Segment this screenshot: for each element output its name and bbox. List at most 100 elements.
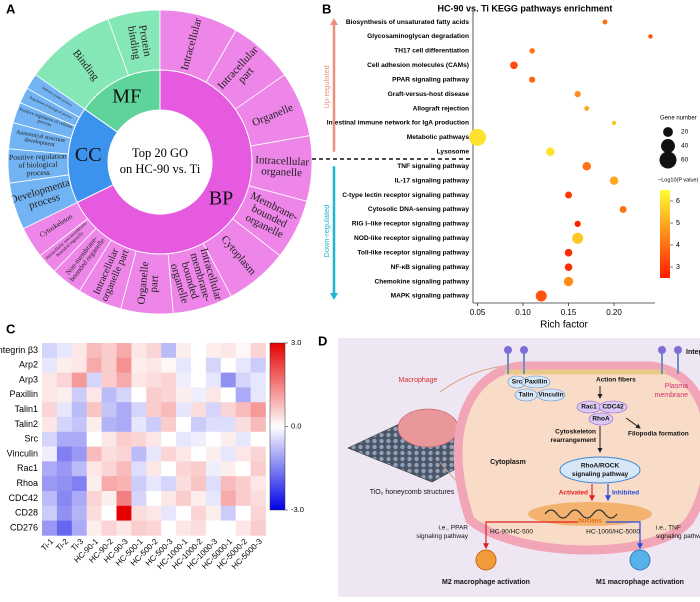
dot xyxy=(563,276,574,287)
size-legend-dot xyxy=(661,139,675,153)
heatmap-cell xyxy=(42,372,58,388)
heatmap-cell xyxy=(161,402,177,418)
colorbar xyxy=(660,190,670,278)
diagram-label: TiO₂ honeycomb structures xyxy=(370,489,455,496)
heatmap-cell xyxy=(161,343,177,359)
heatmap-cell xyxy=(146,357,162,373)
heatmap-cell xyxy=(42,402,58,418)
dot xyxy=(574,90,581,98)
dot xyxy=(564,248,573,257)
x-tick-label: 0.05 xyxy=(470,308,486,317)
row-label: Talin2 xyxy=(14,419,38,429)
diagram-label: Action fibers xyxy=(596,377,636,384)
dot xyxy=(564,263,573,271)
heatmap-cell xyxy=(56,417,73,433)
colorbar-label: 3.0 xyxy=(291,338,301,347)
cell-membrane xyxy=(453,361,700,555)
heatmap-cell xyxy=(116,357,132,373)
diagram-label: Src xyxy=(512,379,523,386)
diagram-label: M1 macrophage activation xyxy=(596,579,684,586)
y-tick-label: PPAR signaling pathway xyxy=(392,76,469,83)
dot xyxy=(619,205,627,213)
arrow xyxy=(625,417,641,429)
y-tick-label: RIG I–like receptor signaling pathway xyxy=(352,221,470,228)
center-text: Top 20 GO xyxy=(132,146,188,160)
heatmap-cell xyxy=(176,372,192,388)
heatmap-cell xyxy=(116,343,132,359)
heatmap-cell xyxy=(205,343,222,359)
dot xyxy=(582,161,592,171)
dot xyxy=(469,128,487,146)
heatmap-cell xyxy=(116,402,132,418)
panel-label: C xyxy=(6,321,16,336)
size-legend-dot xyxy=(659,151,677,169)
dot xyxy=(584,106,590,111)
heatmap-cell xyxy=(42,461,58,477)
segment-label-box: Intracellular organelle xyxy=(255,154,309,179)
column-label: Ti-2 xyxy=(54,537,70,553)
heatmap-cell xyxy=(71,372,87,388)
column-label: Ti-1 xyxy=(39,537,55,553)
heatmap-cell xyxy=(71,431,87,447)
heatmap-cell xyxy=(161,520,177,536)
colorbar xyxy=(269,342,286,511)
heatmap-cell xyxy=(235,520,251,536)
diagram-label: signaling pathway xyxy=(572,471,629,478)
regulation-label: Down-regulated xyxy=(322,205,331,258)
heatmap-cell xyxy=(161,446,177,462)
row-label: Talin1 xyxy=(14,404,38,414)
colorbar-label: 6 xyxy=(676,198,680,205)
x-tick-label: 0.15 xyxy=(561,308,577,317)
heatmap-cell xyxy=(176,476,192,492)
heatmap-cell xyxy=(101,491,117,507)
heatmap-cell xyxy=(176,357,192,373)
row-label: CD276 xyxy=(10,522,38,532)
y-tick-label: NF-κB signaling pathway xyxy=(391,264,470,271)
heatmap-cell xyxy=(42,417,58,433)
heatmap-cell xyxy=(220,372,236,388)
heatmap-cell xyxy=(176,461,192,477)
heatmap-cell xyxy=(56,343,73,359)
heatmap-cell xyxy=(42,446,58,462)
m2-arrow xyxy=(483,521,578,550)
heatmap-cell xyxy=(101,357,117,373)
heatmap-cell xyxy=(101,431,117,447)
row-label: Rac1 xyxy=(17,463,38,473)
dot xyxy=(609,176,619,185)
heatmap-cell xyxy=(161,357,177,373)
diagram-label: i.e., TNF xyxy=(656,525,681,532)
y-tick-label: IL-17 signaling pathway xyxy=(395,177,470,184)
group-label: CC xyxy=(75,144,102,166)
heatmap-cell xyxy=(191,357,207,373)
heatmap-cell xyxy=(86,402,102,418)
diagram-label: RhoA/ROCK xyxy=(581,463,620,470)
heatmap-cell xyxy=(116,520,132,536)
dot xyxy=(572,232,584,244)
y-tick-label: TNF signaling pathway xyxy=(397,163,469,170)
heatmap-cell xyxy=(161,372,177,388)
heatmap-cell xyxy=(42,387,58,403)
heatmap-cell xyxy=(250,402,266,418)
heatmap-cell xyxy=(161,491,177,507)
heatmap-cell xyxy=(161,476,177,492)
heatmap-cell xyxy=(176,520,192,536)
y-tick-label: Cell adhesion molecules (CAMs) xyxy=(367,62,469,69)
nucleus-shape xyxy=(528,502,652,526)
rhoa-rock-node xyxy=(559,456,641,484)
x-tick-label: 0.10 xyxy=(515,308,531,317)
heatmap-cell xyxy=(116,431,132,447)
heatmap-cell xyxy=(161,417,177,433)
heatmap-cell xyxy=(86,387,102,403)
heatmap-cell xyxy=(205,431,222,447)
heatmap-cell xyxy=(235,476,251,492)
heatmap-cell xyxy=(131,417,147,433)
y-tick-label: Cytosolic DNA-sensing pathway xyxy=(368,206,469,213)
heatmap-cell xyxy=(250,343,266,359)
diagram-label: Rac1 xyxy=(581,404,597,411)
heatmap-cell xyxy=(205,461,222,477)
heatmap-cell xyxy=(220,505,236,521)
y-tick-label: C-type lectin receptor signaling pathway xyxy=(342,192,469,199)
heatmap-cell xyxy=(205,357,222,373)
heatmap-cell xyxy=(191,520,207,536)
heatmap-cell xyxy=(191,491,207,507)
